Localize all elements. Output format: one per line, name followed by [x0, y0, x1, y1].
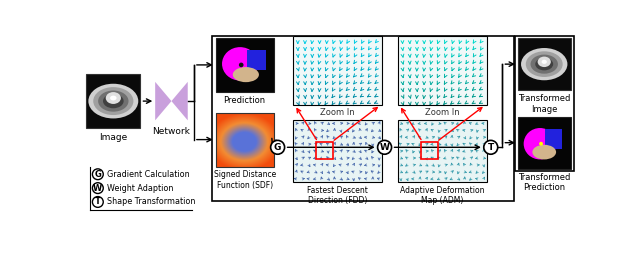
Ellipse shape — [93, 87, 133, 115]
Bar — [518, 38, 571, 90]
Text: Weight Adaption: Weight Adaption — [107, 184, 173, 193]
Polygon shape — [155, 82, 172, 120]
Bar — [421, 142, 438, 159]
Ellipse shape — [535, 58, 553, 70]
Text: Signed Distance
Function (SDF): Signed Distance Function (SDF) — [214, 170, 276, 190]
Polygon shape — [172, 82, 188, 120]
Text: G: G — [94, 170, 101, 179]
Ellipse shape — [106, 92, 121, 104]
Bar — [293, 120, 382, 182]
Text: Zoom In: Zoom In — [321, 108, 355, 117]
Circle shape — [539, 142, 543, 146]
Text: T: T — [488, 143, 494, 152]
Text: Gradient Calculation: Gradient Calculation — [107, 170, 189, 179]
Text: Zoom In: Zoom In — [425, 108, 460, 117]
Ellipse shape — [524, 128, 556, 160]
Bar — [216, 113, 274, 166]
Bar — [515, 36, 573, 171]
Ellipse shape — [233, 67, 259, 82]
Text: G: G — [274, 143, 282, 152]
Circle shape — [92, 197, 103, 207]
Text: Network: Network — [152, 126, 190, 135]
Bar — [247, 50, 266, 70]
Text: Shape Transformation: Shape Transformation — [107, 197, 195, 206]
Bar — [293, 120, 382, 182]
Text: T: T — [95, 197, 100, 206]
Text: W: W — [380, 143, 390, 152]
Bar — [216, 38, 274, 92]
Bar — [293, 36, 382, 105]
Ellipse shape — [531, 55, 558, 74]
Ellipse shape — [532, 145, 556, 160]
Text: Transformed
Image: Transformed Image — [518, 94, 570, 114]
Ellipse shape — [110, 96, 116, 100]
Circle shape — [378, 140, 392, 154]
Text: Adaptive Deformation
Map (ADM): Adaptive Deformation Map (ADM) — [400, 186, 484, 205]
Bar — [397, 36, 487, 105]
Ellipse shape — [526, 51, 563, 77]
Bar — [397, 36, 487, 105]
Circle shape — [239, 63, 244, 67]
Circle shape — [92, 183, 103, 193]
Ellipse shape — [98, 91, 129, 112]
Ellipse shape — [222, 47, 258, 81]
Bar — [397, 120, 487, 182]
Text: Fastest Descent
Direction (FDD): Fastest Descent Direction (FDD) — [307, 186, 368, 205]
Bar — [545, 129, 562, 149]
Text: Image: Image — [99, 133, 127, 142]
Ellipse shape — [103, 94, 124, 108]
Circle shape — [92, 169, 103, 180]
Ellipse shape — [541, 60, 547, 64]
Text: W: W — [93, 184, 102, 193]
Ellipse shape — [88, 84, 138, 118]
Bar — [293, 36, 382, 105]
Text: Transformed
Prediction: Transformed Prediction — [518, 173, 570, 192]
Ellipse shape — [538, 57, 551, 67]
Bar — [316, 142, 333, 159]
Bar — [86, 74, 140, 128]
Bar — [397, 120, 487, 182]
Bar — [212, 36, 514, 201]
Text: Prediction: Prediction — [223, 96, 266, 105]
Ellipse shape — [521, 48, 568, 80]
Circle shape — [271, 140, 285, 154]
Bar — [518, 117, 571, 169]
Circle shape — [484, 140, 498, 154]
